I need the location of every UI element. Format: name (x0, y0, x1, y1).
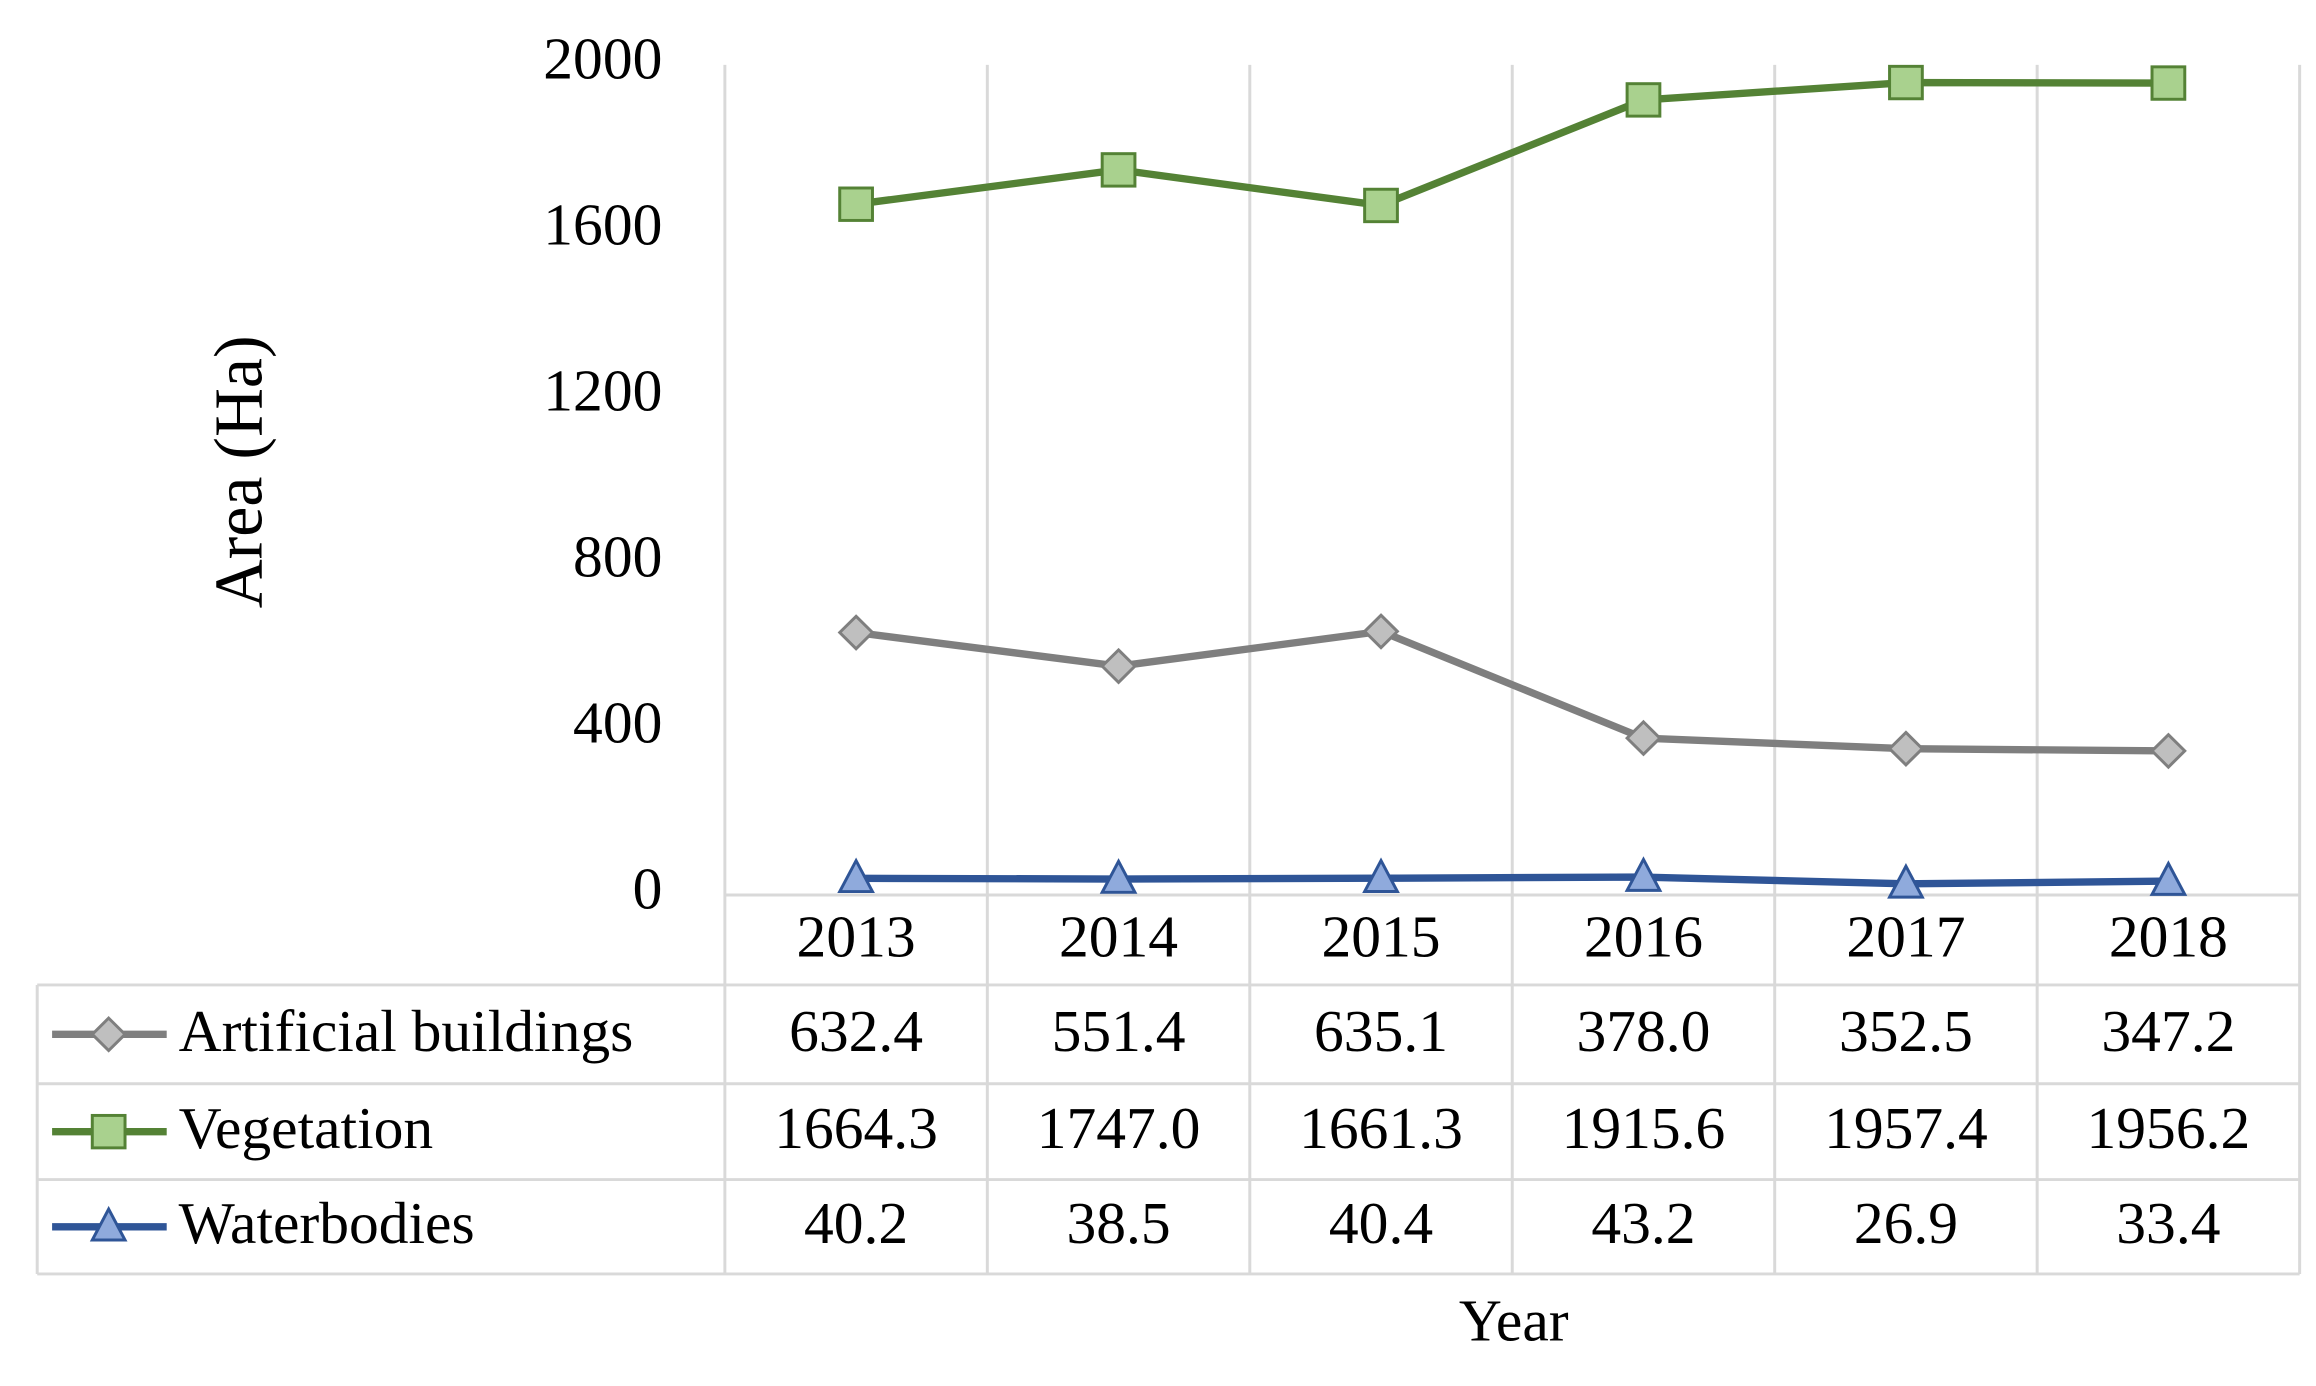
marker (90, 1016, 128, 1053)
table-cell: 635.1 (1314, 998, 1448, 1064)
series-line (855, 78, 2169, 210)
marker (1624, 856, 1663, 892)
x-tick-label: 2014 (1059, 904, 1178, 970)
y-tick-label: 1600 (543, 192, 662, 258)
x-tick-label: 2015 (1321, 904, 1440, 970)
marker (90, 1113, 127, 1150)
marker (89, 1205, 128, 1242)
marker (2150, 65, 2187, 101)
y-tick-label: 400 (573, 690, 662, 756)
marker (1887, 862, 1925, 899)
marker (1100, 647, 1138, 685)
marker (1363, 187, 1399, 224)
legend-label: Vegetation (179, 1095, 434, 1161)
series-line (856, 873, 2169, 888)
marker (1625, 82, 1662, 118)
table-cell: 33.4 (2116, 1190, 2220, 1256)
marker (1100, 152, 1137, 188)
table-cell: 352.5 (1839, 998, 1973, 1064)
series-line (855, 627, 2169, 755)
legend-label: Waterbodies (179, 1190, 475, 1256)
table-cell: 1915.6 (1562, 1095, 1726, 1161)
table-cell: 1664.3 (774, 1095, 938, 1161)
table-cell: 1957.4 (1824, 1095, 1988, 1161)
legend-label: Artificial buildings (179, 998, 634, 1064)
table-cell: 1747.0 (1037, 1095, 1201, 1161)
marker (1888, 64, 1924, 101)
table-cell: 1661.3 (1299, 1095, 1463, 1161)
table-cell: 26.9 (1854, 1190, 1958, 1256)
table-cell: 1956.2 (2087, 1095, 2251, 1161)
marker (1362, 857, 1400, 893)
marker (1362, 613, 1400, 650)
table-cell: 632.4 (789, 998, 923, 1064)
y-tick-label: 800 (573, 524, 662, 590)
marker (837, 857, 875, 894)
table-cell: 40.2 (804, 1190, 908, 1256)
table-cell: 38.5 (1066, 1190, 1170, 1256)
y-tick-label: 2000 (543, 26, 662, 92)
table-cell: 347.2 (2101, 998, 2235, 1064)
table-cell: 40.4 (1329, 1190, 1433, 1256)
y-axis-title: Area (Ha) (200, 335, 276, 608)
table-cell: 551.4 (1052, 998, 1186, 1064)
x-tick-label: 2017 (1846, 904, 1965, 970)
marker (1625, 719, 1662, 757)
x-tick-label: 2016 (1584, 904, 1703, 970)
marker (1099, 858, 1138, 894)
x-tick-label: 2013 (797, 904, 916, 970)
marker (2149, 860, 2188, 896)
x-tick-label: 2018 (2109, 904, 2228, 970)
marker (838, 186, 874, 222)
y-tick-label: 1200 (543, 358, 662, 424)
y-tick-label: 0 (633, 856, 663, 922)
x-axis-title: Year (1459, 1288, 1569, 1354)
marker (837, 614, 875, 651)
marker (2149, 732, 2187, 770)
table-cell: 43.2 (1591, 1190, 1695, 1256)
table-cell: 378.0 (1577, 998, 1711, 1064)
marker (1887, 730, 1925, 767)
